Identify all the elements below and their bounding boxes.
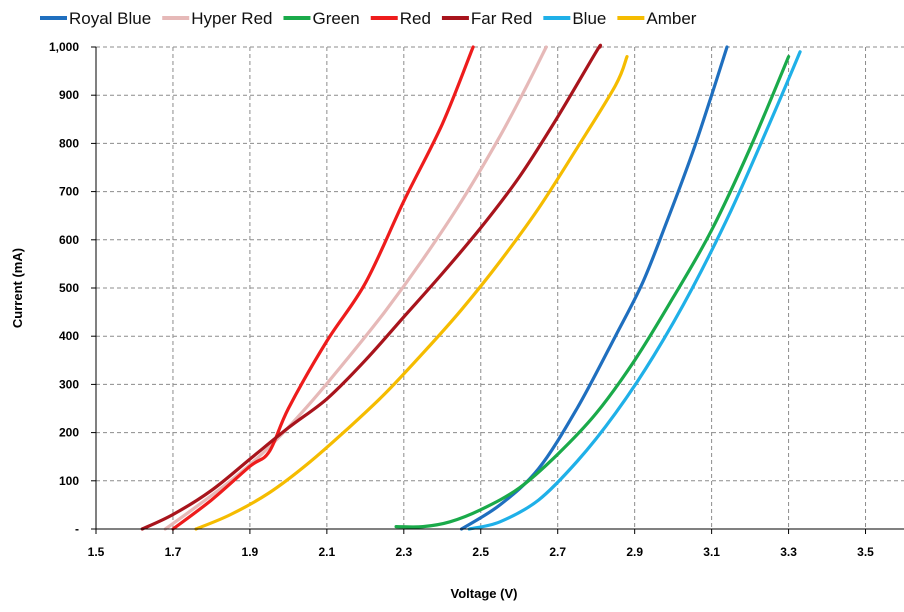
x-tick-label: 1.7: [165, 545, 182, 559]
legend-label-amber: Amber: [646, 9, 696, 28]
legend: Royal Blue Hyper Red Green Red Far Red Blue Am…: [40, 9, 697, 28]
legend-label-blue: Blue: [572, 9, 606, 28]
legend-label-hyper-red: Hyper Red: [191, 9, 272, 28]
x-tick-label: 2.1: [319, 545, 336, 559]
x-tick-label: 2.3: [395, 545, 412, 559]
y-tick-label: -: [75, 522, 79, 536]
series-line-far-red: [140, 43, 603, 531]
series-lines: [140, 43, 802, 531]
x-tick-label: 1.5: [88, 545, 105, 559]
y-axis-title: Current (mA): [10, 248, 25, 328]
series-line-red: [171, 45, 475, 531]
y-tick-label: 1,000: [49, 40, 79, 54]
series-line-hyper-red: [163, 45, 548, 531]
x-tick-label: 1.9: [242, 545, 259, 559]
y-axis-ticks: - 100 200 300 400 500 600 700 800 900 1,000: [49, 40, 96, 536]
y-tick-label: 900: [59, 88, 79, 102]
x-tick-label: 3.5: [857, 545, 874, 559]
x-tick-label: 2.7: [549, 545, 566, 559]
y-tick-label: 700: [59, 185, 79, 199]
x-tick-label: 3.3: [780, 545, 797, 559]
y-tick-label: 800: [59, 136, 79, 150]
series-line-blue: [467, 50, 802, 531]
y-tick-label: 300: [59, 377, 79, 391]
x-tick-label: 2.5: [472, 545, 489, 559]
y-tick-label: 100: [59, 474, 79, 488]
y-tick-label: 200: [59, 426, 79, 440]
legend-label-red: Red: [400, 9, 431, 28]
x-axis-ticks: 1.5 1.7 1.9 2.1 2.3 2.5 2.7 2.9 3.1 3.3 3.5: [88, 529, 874, 559]
series-line-amber: [194, 55, 629, 531]
x-axis-title: Voltage (V): [451, 586, 518, 601]
legend-label-green: Green: [312, 9, 359, 28]
grid-lines: [96, 46, 904, 529]
x-tick-label: 3.1: [703, 545, 720, 559]
series-line-green: [394, 55, 791, 529]
y-tick-label: 600: [59, 233, 79, 247]
legend-label-royal-blue: Royal Blue: [69, 9, 151, 28]
y-tick-label: 400: [59, 329, 79, 343]
y-tick-label: 500: [59, 281, 79, 295]
legend-label-far-red: Far Red: [471, 9, 532, 28]
x-tick-label: 2.9: [626, 545, 643, 559]
